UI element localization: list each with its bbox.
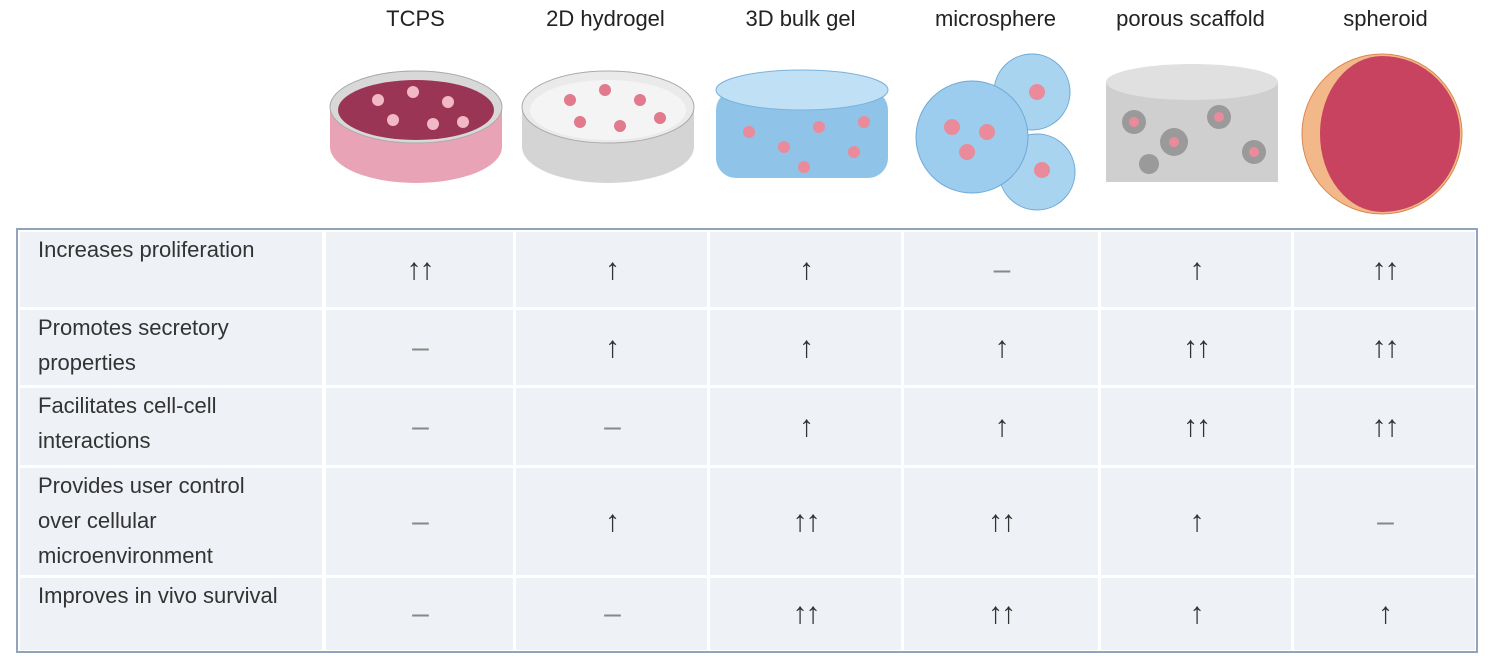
comparison-table: Increases proliferation ↑↑ ↑ ↑ – ↑ ↑↑ Promotes … [16,228,1478,653]
rating-cell: – [326,468,513,575]
row-label: Promotes secretory properties [20,310,322,385]
row-label: Facilitates cell-cell interactions [20,388,322,465]
bulk-gel-3d-illustration [715,69,889,178]
rating-cell: ↑↑ [1294,310,1475,385]
row-label: Provides user control over cellular microe… [20,468,322,575]
row-label-line: Improves in vivo survival [38,583,278,608]
porous-scaffold-illustration [1106,64,1278,182]
rating-cell: – [904,232,1098,307]
rating-cell: – [326,388,513,465]
rating-cell: ↑↑ [1101,388,1291,465]
row-label: Improves in vivo survival [20,578,322,650]
column-header: microsphere [934,6,1057,31]
rating-cell: ↑ [1101,468,1291,575]
hydrogel-2d-illustration [521,70,695,183]
rating-cell: ↑ [516,468,707,575]
rating-cell: ↑ [710,388,901,465]
row-label-line: microenvironment [38,543,213,568]
spheroid-illustration [1301,53,1463,215]
rating-cell: ↑↑ [1294,388,1475,465]
tcps-illustration [329,70,503,183]
rating-cell: – [326,310,513,385]
rating-cell: ↑↑ [904,578,1098,650]
rating-cell: ↑ [1101,232,1291,307]
rating-cell: ↑ [710,310,901,385]
column-header: porous scaffold [1116,6,1265,31]
microsphere-illustration [915,53,1076,211]
rating-cell: – [516,388,707,465]
rating-cell: ↑↑ [710,468,901,575]
rating-cell: ↑ [904,388,1098,465]
rating-cell: – [516,578,707,650]
rating-cell: ↑↑ [1294,232,1475,307]
rating-cell: ↑ [1294,578,1475,650]
rating-cell: ↑ [516,310,707,385]
row-label-line: Provides user control [38,473,245,498]
rating-cell: ↑ [710,232,901,307]
rating-cell: ↑↑ [1101,310,1291,385]
row-label-line: Facilitates cell-cell [38,393,217,418]
rating-cell: – [326,578,513,650]
row-label-line: interactions [38,428,151,453]
row-label-line: Promotes secretory [38,315,229,340]
column-header: TCPS [386,6,445,31]
rating-cell: ↑ [1101,578,1291,650]
row-label-line: over cellular [38,508,157,533]
rating-cell: ↑ [516,232,707,307]
column-header: 3D bulk gel [745,6,856,31]
rating-cell: ↑↑ [710,578,901,650]
rating-cell: ↑↑ [904,468,1098,575]
rating-cell: – [1294,468,1475,575]
row-label: Increases proliferation [20,232,322,307]
column-header: 2D hydrogel [546,6,665,31]
row-label-line: properties [38,350,136,375]
rating-cell: ↑↑ [326,232,513,307]
column-header: spheroid [1343,6,1428,31]
rating-cell: ↑ [904,310,1098,385]
row-label-line: Increases proliferation [38,237,255,262]
